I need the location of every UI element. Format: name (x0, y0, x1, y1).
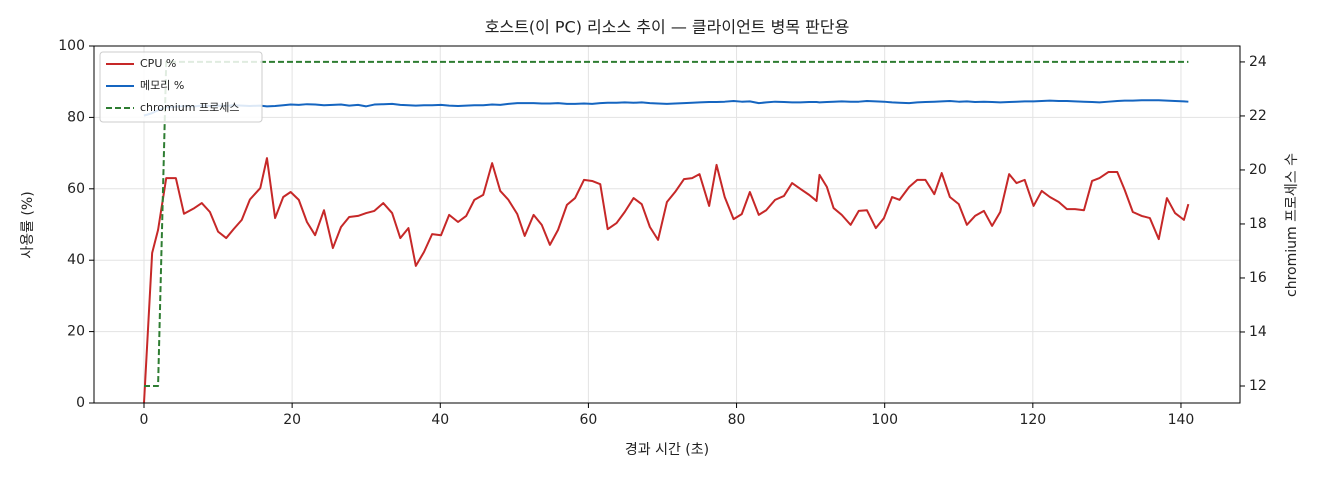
x-tick-label: 40 (431, 412, 449, 428)
y-axis-label: 사용률 (%) (20, 191, 36, 258)
x-tick-label: 140 (1168, 412, 1195, 428)
x-tick-label: 60 (579, 412, 597, 428)
y2-tick-label: 18 (1249, 216, 1267, 232)
x-tick-label: 20 (283, 412, 301, 428)
legend-label: CPU % (140, 57, 176, 70)
x-tick-label: 0 (140, 412, 149, 428)
y2-tick-label: 24 (1249, 54, 1267, 70)
y2-tick-label: 14 (1249, 324, 1267, 340)
y-tick-label: 100 (58, 38, 85, 54)
y-tick-label: 40 (67, 252, 85, 268)
y-tick-label: 60 (67, 181, 85, 197)
chart-title: 호스트(이 PC) 리소스 추이 — 클라이언트 병목 판단용 (485, 18, 850, 37)
x-tick-label: 120 (1019, 412, 1046, 428)
legend-label: 메모리 % (140, 79, 184, 92)
x-tick-label: 80 (728, 412, 746, 428)
series-line (143, 99, 1189, 117)
legend-label: chromium 프로세스 (140, 101, 239, 114)
x-axis-label: 경과 시간 (초) (625, 442, 709, 458)
y-tick-label: 20 (67, 324, 85, 340)
y2-tick-label: 16 (1249, 270, 1267, 286)
series-line (143, 157, 1190, 404)
y2-tick-label: 22 (1249, 108, 1267, 124)
plot-frame (93, 45, 1241, 404)
y-tick-label: 0 (76, 395, 85, 411)
y2-axis-label: chromium 프로세스 수 (1284, 153, 1300, 297)
y2-tick-label: 20 (1249, 162, 1267, 178)
x-tick-label: 100 (871, 412, 898, 428)
y2-tick-label: 12 (1249, 378, 1267, 394)
legend-box (99, 51, 263, 123)
y-tick-label: 80 (67, 109, 85, 125)
series-line (144, 60, 1189, 387)
